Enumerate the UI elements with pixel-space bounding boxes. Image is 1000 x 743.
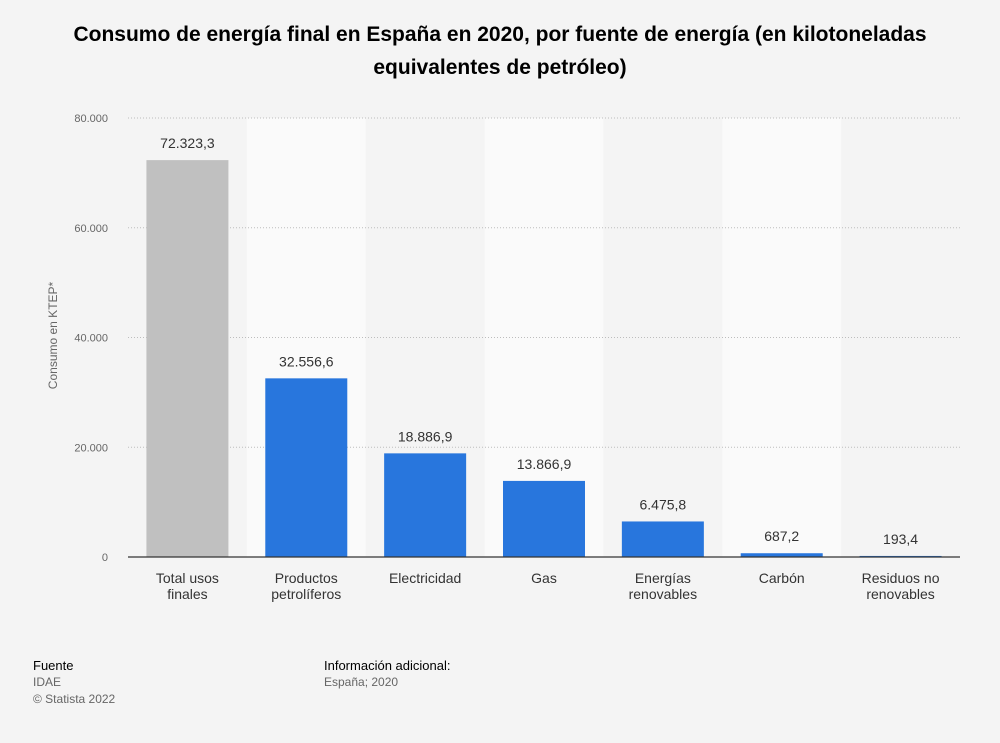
category-label: Gas: [531, 570, 557, 586]
category-label: Total usos: [156, 570, 219, 586]
category-label: Residuos no: [862, 570, 940, 586]
bar: [146, 160, 229, 557]
y-tick-label: 80.000: [74, 113, 108, 125]
y-axis-label: Consumo en KTEP*: [46, 281, 60, 389]
copyright-text: © Statista 2022: [33, 692, 116, 706]
category-label: petrolíferos: [271, 586, 341, 602]
bar: [384, 453, 467, 557]
info-heading: Información adicional:: [324, 658, 451, 673]
value-label: 72.323,3: [160, 135, 215, 151]
value-label: 18.886,9: [398, 428, 453, 444]
source-heading: Fuente: [33, 658, 74, 673]
value-label: 32.556,6: [279, 353, 334, 369]
y-tick-label: 20.000: [74, 442, 108, 454]
chart-title: Consumo de energía final en España en 20…: [73, 23, 927, 79]
y-tick-label: 0: [102, 552, 108, 564]
value-label: 13.866,9: [517, 456, 572, 472]
category-label: renovables: [866, 586, 935, 602]
info-text: España; 2020: [324, 675, 399, 689]
value-label: 193,4: [883, 531, 918, 547]
info-block: Información adicional: España; 2020: [324, 657, 450, 691]
bar-chart: 0 20.000 40.000 60.000 80.000 Consumo en KTEP…: [46, 113, 960, 602]
y-tick-label: 40.000: [74, 333, 108, 345]
value-label: 6.475,8: [639, 496, 686, 512]
category-label: finales: [167, 586, 207, 602]
bar: [265, 378, 348, 557]
bar: [503, 480, 585, 557]
value-label: 687,2: [764, 528, 799, 544]
category-label: Electricidad: [389, 570, 461, 586]
bar: [740, 553, 823, 557]
source-block: Fuente IDAE © Statista 2022: [33, 657, 115, 708]
category-label: renovables: [629, 586, 698, 602]
y-tick-label: 60.000: [74, 223, 108, 235]
category-label: Carbón: [759, 570, 805, 586]
category-label: Energías: [635, 570, 691, 586]
bar: [621, 521, 704, 557]
source-text: IDAE: [33, 675, 62, 689]
category-label: Productos: [275, 570, 338, 586]
